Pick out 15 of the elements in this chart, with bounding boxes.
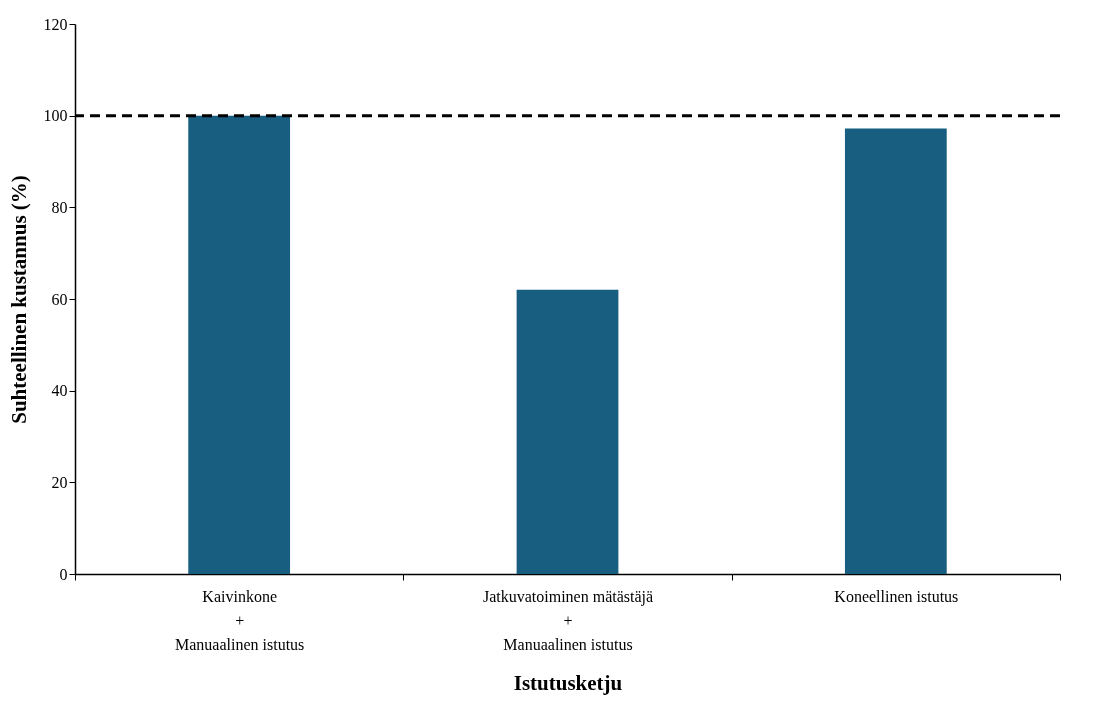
y-tick-label: 100: [43, 107, 68, 125]
x-axis-title: Istutusketju: [513, 670, 623, 695]
y-tick-label: 20: [51, 473, 68, 491]
bar: [516, 289, 619, 574]
x-tick-label: Jatkuvatoiminen mätästäjä + Manuaalinen istutus: [482, 587, 654, 653]
y-tick-label: 60: [51, 290, 68, 308]
y-axis-title: Suhteellinen kustannus (%): [6, 175, 31, 424]
bar: [844, 128, 947, 574]
x-tick-label: Koneellinen istutus: [834, 587, 959, 605]
bar: [188, 115, 291, 574]
y-tick-label: 40: [51, 382, 68, 400]
y-tick-label: 0: [59, 565, 68, 583]
y-tick-label: 120: [43, 15, 68, 33]
x-tick-label: Kaivinkone + Manuaalinen istutus: [175, 587, 305, 653]
y-tick-label: 80: [51, 198, 68, 216]
